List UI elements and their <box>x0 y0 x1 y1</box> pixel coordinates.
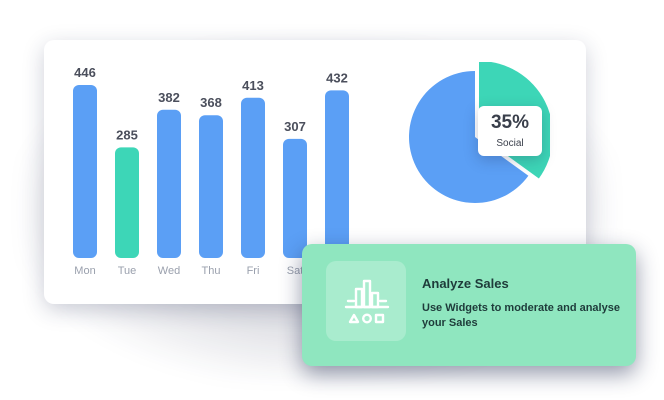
bar-day-label: Mon <box>74 265 95 277</box>
dashboard-card: 446 Mon 285 Tue 382 Wed 368 Thu 413 Fri 307 Sat 432 S… <box>44 40 586 304</box>
bar-fri <box>241 97 265 258</box>
bar-day-label: Thu <box>202 265 221 277</box>
bar-thu <box>199 115 223 258</box>
bar-day-label: Tue <box>118 265 137 277</box>
card-title: Analyze Sales <box>422 276 509 291</box>
bar-day-label: Sat <box>287 265 304 277</box>
bar-value-label: 368 <box>200 95 222 110</box>
bar-wed <box>157 109 181 258</box>
bar-value-label: 285 <box>116 127 138 142</box>
bar-value-label: 432 <box>326 70 348 85</box>
tooltip-percentage: 35% <box>490 112 530 133</box>
bar-sat <box>283 138 307 258</box>
bar-day-label: Fri <box>247 265 260 277</box>
pie-tooltip: 35% Social <box>478 106 542 156</box>
tooltip-label: Social <box>496 138 524 149</box>
bar-day-label: Wed <box>158 265 180 277</box>
bar-sun <box>325 90 349 258</box>
weekly-bar-chart: 446Mon285Tue382Wed368Thu413Fri307Sat432S… <box>73 65 349 277</box>
bar-tue <box>115 147 139 258</box>
bar-value-label: 307 <box>284 119 306 134</box>
bar-value-label: 413 <box>242 78 264 93</box>
analyze-sales-card[interactable]: Analyze Sales Use Widgets to moderate an… <box>302 244 636 366</box>
bar-chart-shapes-icon-svg <box>344 279 390 324</box>
bar-mon <box>73 84 97 258</box>
bar-value-label: 446 <box>74 65 96 80</box>
pie-slice-other <box>409 71 529 203</box>
bar-chart-shapes-icon <box>326 261 406 341</box>
bar-value-label: 382 <box>158 90 180 105</box>
card-description: Use Widgets to moderate and analyse your… <box>422 302 620 329</box>
